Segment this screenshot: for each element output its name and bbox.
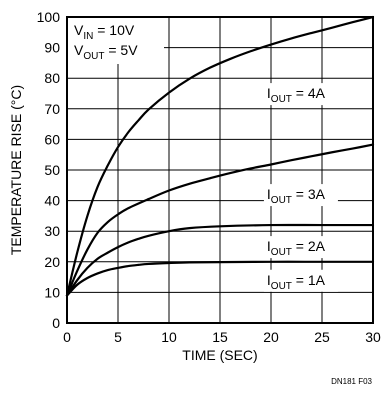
x-tick-label: 30 [365, 329, 381, 345]
y-tick-label: 20 [44, 254, 60, 270]
x-tick-label: 15 [212, 329, 228, 345]
series-label-background [263, 269, 338, 292]
x-tick-label: 5 [114, 329, 122, 345]
y-tick-label: 70 [44, 101, 60, 117]
series-line-3a [65, 143, 375, 297]
y-tick-label: 100 [37, 9, 61, 25]
series-line-2a [65, 223, 375, 297]
y-tick-label: 50 [44, 162, 60, 178]
figure-footnote: DN181 F03 [331, 377, 372, 386]
conditions-background [68, 18, 164, 64]
series-label-background [263, 184, 338, 207]
y-tick-label: 90 [44, 40, 60, 56]
y-tick-label: 0 [52, 315, 60, 331]
condition-label: VOUT = 5V [74, 42, 138, 62]
y-tick-label: 30 [44, 223, 60, 239]
series-line-1a [65, 260, 375, 297]
y-tick-label: 10 [44, 284, 60, 300]
series-label-4a: IOUT = 4A [267, 85, 326, 105]
y-axis-title: TEMPERATURE RISE (°C) [8, 85, 24, 255]
x-axis-title: TIME (SEC) [182, 347, 257, 363]
y-tick-label: 80 [44, 70, 60, 86]
series-labels: IOUT = 4A IOUT = 3A IOUT = 2A IOUT = 1A [263, 83, 338, 292]
series-line-4a [65, 15, 375, 297]
y-tick-label: 40 [44, 193, 60, 209]
series-label-3a: IOUT = 3A [267, 186, 326, 206]
series-label-1a: IOUT = 1A [267, 272, 326, 292]
x-tick-label: 25 [314, 329, 330, 345]
series-label-background [263, 83, 338, 106]
x-tick-label: 10 [161, 329, 177, 345]
x-tick-label: 0 [63, 329, 71, 345]
x-tick-label: 20 [263, 329, 279, 345]
plot-frame [66, 16, 374, 324]
y-tick-label: 60 [44, 131, 60, 147]
grid [67, 17, 373, 323]
series-label-2a: IOUT = 2A [267, 238, 326, 258]
condition-label: VIN = 10V [74, 22, 135, 42]
series-label-background [263, 236, 338, 259]
tick-labels: 0 5 10 15 20 25 30 0 10 20 30 40 50 60 70 80 90 100 [37, 9, 381, 345]
series-lines [65, 15, 375, 297]
